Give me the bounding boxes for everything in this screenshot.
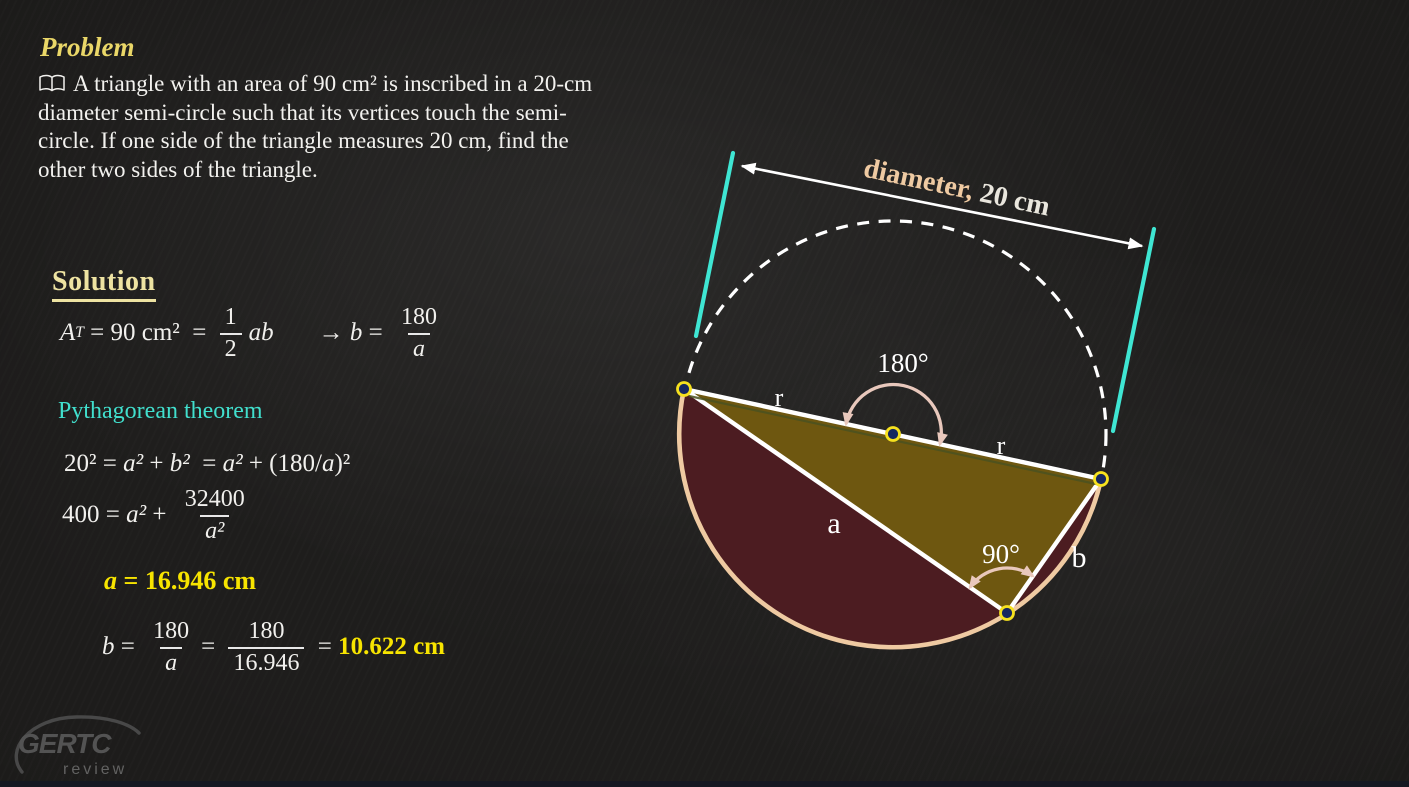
logo-subtext: review: [63, 761, 127, 778]
angle-180-arc: [842, 382, 948, 447]
equation-pythagorean: 20² = a² + b² = a² + (180/a)²: [64, 450, 350, 478]
result-b: b = 180 a = 180 16.946 = 10.622 cm: [102, 618, 445, 677]
py1-plus: +: [143, 450, 170, 477]
py1-a2b: a²: [222, 450, 243, 477]
vertex-dot-left: [676, 381, 692, 397]
py2-400: 400 =: [62, 501, 127, 529]
py1-a2: a²: [123, 450, 144, 477]
solution-heading: Solution: [52, 266, 156, 302]
py1-b2: b²: [169, 450, 190, 477]
eq-area-arrow: →: [318, 319, 350, 347]
py1-20sq: 20² =: [64, 450, 124, 477]
py2-plus: +: [146, 501, 173, 529]
py1-a: a: [321, 450, 335, 477]
side-a-label: a: [827, 507, 840, 540]
eq-area-equals: =: [192, 319, 213, 347]
py1-close: )²: [334, 450, 351, 477]
angle-180-label: 180°: [877, 348, 928, 378]
fraction-180-a: 180 a: [401, 304, 438, 362]
center-dot: [885, 426, 901, 442]
problem-text: A triangle with an area of 90 cm² is ins…: [38, 70, 598, 184]
eq-area-equals2: =: [362, 319, 390, 347]
result-b-eq2: =: [201, 633, 222, 661]
result-a-value: 16.946 cm: [144, 566, 257, 595]
vertex-dot-right: [1093, 471, 1109, 487]
diameter-label: diameter, 20 cm: [861, 153, 1053, 223]
diameter-dimension-arrow: [740, 162, 1144, 250]
diameter-label-word: diameter,: [861, 153, 977, 207]
eq-area-A: A: [60, 319, 76, 347]
semicircle-diagram: diameter, 20 cm 180° r r a b 90°: [676, 150, 1157, 650]
equation-expanded: 400 = a² + 32400 a²: [62, 486, 257, 545]
problem-text-body: A triangle with an area of 90 cm² is ins…: [38, 71, 593, 182]
extension-line-right: [1110, 226, 1157, 434]
eq-area-ab: ab: [248, 319, 274, 347]
logo-text: GERTC: [18, 728, 112, 759]
fraction-32400-a2: 32400 a²: [184, 486, 245, 544]
gertc-logo: GERTC review: [14, 715, 141, 778]
result-a: a = 16.946 cm: [104, 566, 256, 596]
py2-a2: a²: [126, 501, 147, 529]
book-icon: [39, 74, 65, 92]
bottom-edge-strip: [0, 781, 1409, 787]
side-b-label: b: [1072, 541, 1087, 574]
result-b-eq1: =: [114, 633, 142, 661]
angle-90-label: 90°: [982, 539, 1020, 569]
semicircle-arc: [676, 386, 1104, 650]
pythagorean-theorem-label: Pythagorean theorem: [58, 398, 263, 424]
result-b-eq3: =: [311, 633, 339, 661]
logo-swoosh: [14, 715, 141, 774]
eq-area-90: = 90 cm²: [83, 319, 193, 347]
eq-area-b: b: [349, 319, 363, 347]
radius-label-left: r: [775, 383, 784, 412]
result-b-var: b: [102, 633, 115, 661]
problem-title: Problem: [40, 32, 135, 62]
fraction-180-16946: 180 16.946: [228, 618, 305, 677]
vertex-dot-bottom: [999, 605, 1015, 621]
result-a-equals: =: [117, 566, 145, 595]
result-a-var: a: [104, 566, 117, 595]
py1-eq: =: [189, 450, 223, 477]
extension-line-left: [693, 150, 736, 339]
radius-label-right: r: [997, 431, 1006, 460]
diameter-label-value: 20 cm: [970, 176, 1053, 222]
py1-paren: + (180/: [242, 450, 322, 477]
fraction-180-a-2: 180 a: [153, 618, 190, 676]
angle-90-arc: [968, 565, 1036, 590]
result-b-value: 10.622 cm: [338, 633, 445, 661]
